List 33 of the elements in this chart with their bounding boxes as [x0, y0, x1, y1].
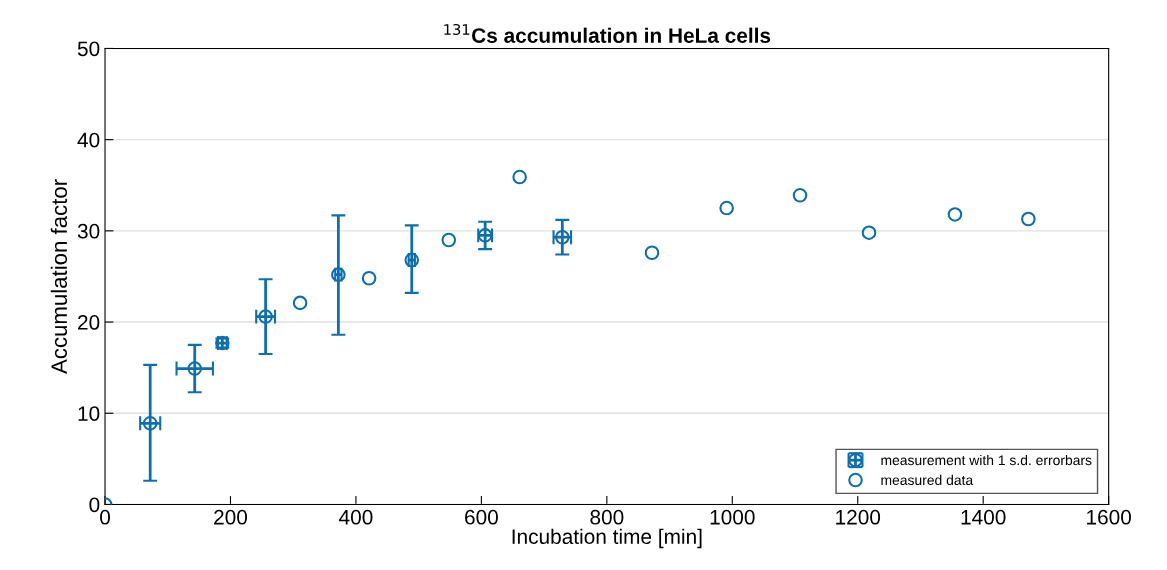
y-tick-label: 10	[78, 406, 100, 421]
point	[441, 232, 457, 248]
point	[861, 225, 877, 240]
y-tick-label: 40	[77, 132, 100, 148]
x-tick-label: 1200	[836, 509, 881, 525]
y-tick-label: 50	[77, 41, 100, 57]
y-axis-title: Accumulation factor	[50, 179, 68, 374]
point	[1021, 211, 1036, 227]
point	[512, 169, 527, 185]
y-tick-label: 0	[89, 497, 100, 513]
point	[792, 187, 808, 203]
x-tick-label: 0	[100, 509, 111, 525]
point	[142, 415, 158, 431]
x-tick-label: 200	[214, 509, 248, 525]
x-tick-label: 1600	[1087, 509, 1132, 525]
point	[361, 270, 377, 286]
legend-label: measured data	[881, 474, 974, 486]
point	[644, 245, 660, 261]
point	[947, 207, 963, 222]
x-tick-label: 600	[465, 509, 498, 525]
y-tick-label: 20	[78, 315, 100, 330]
point	[187, 361, 203, 376]
point	[719, 200, 734, 216]
point	[258, 309, 273, 324]
chart-title: $^{131}$Cs accumulation in HeLa cells	[444, 23, 771, 43]
legend-label: measurement with 1 s.d. errorbars	[881, 454, 1092, 466]
x-tick-label: 800	[590, 509, 624, 525]
point	[292, 295, 308, 311]
x-tick-label: 1000	[710, 509, 755, 525]
x-tick-label: 400	[339, 509, 373, 525]
x-tick-label: 1400	[961, 509, 1006, 525]
y-tick-label: 30	[77, 223, 100, 239]
x-axis-title: Incubation time [min]	[512, 528, 702, 549]
